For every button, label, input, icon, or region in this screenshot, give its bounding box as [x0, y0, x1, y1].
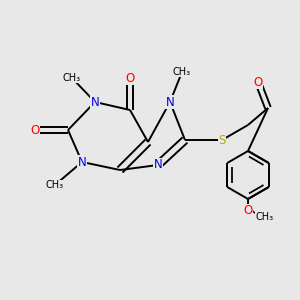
- Text: CH₃: CH₃: [173, 67, 191, 77]
- Text: CH₃: CH₃: [63, 73, 81, 83]
- Text: CH₃: CH₃: [255, 212, 274, 222]
- Text: O: O: [30, 124, 40, 136]
- Text: N: N: [78, 155, 86, 169]
- Text: N: N: [166, 95, 174, 109]
- Text: O: O: [254, 76, 262, 88]
- Text: O: O: [243, 205, 253, 218]
- Text: O: O: [125, 71, 135, 85]
- Text: N: N: [91, 95, 99, 109]
- Text: N: N: [154, 158, 162, 172]
- Text: S: S: [218, 134, 226, 146]
- Text: CH₃: CH₃: [46, 180, 64, 190]
